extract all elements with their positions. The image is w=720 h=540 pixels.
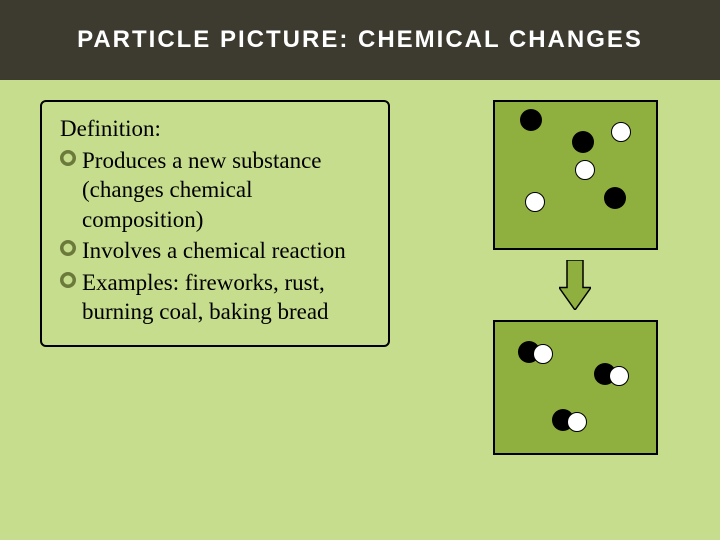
particle-box-after xyxy=(493,320,658,455)
white-particle xyxy=(611,122,631,142)
down-arrow-icon xyxy=(559,260,591,310)
white-particle xyxy=(609,366,629,386)
bullet-item: Examples: fireworks, rust, burning coal,… xyxy=(60,268,370,327)
bullet-ring-icon xyxy=(60,240,76,256)
particle-box-before xyxy=(493,100,658,250)
white-particle xyxy=(533,344,553,364)
bullet-ring-icon xyxy=(60,150,76,166)
black-particle xyxy=(520,109,542,131)
bullet-list: Produces a new substance (changes chemic… xyxy=(60,146,370,327)
bullet-item: Involves a chemical reaction xyxy=(60,236,370,265)
slide: PARTICLE PICTURE: CHEMICAL CHANGES Defin… xyxy=(0,0,720,540)
white-particle xyxy=(575,160,595,180)
bullet-text: Produces a new substance (changes chemic… xyxy=(82,146,370,234)
bullet-ring-icon xyxy=(60,272,76,288)
black-particle xyxy=(572,131,594,153)
slide-title: PARTICLE PICTURE: CHEMICAL CHANGES xyxy=(0,0,720,80)
particle-diagram xyxy=(390,100,690,520)
bullet-text: Involves a chemical reaction xyxy=(82,236,346,265)
bullet-text: Examples: fireworks, rust, burning coal,… xyxy=(82,268,370,327)
white-particle xyxy=(567,412,587,432)
bullet-item: Produces a new substance (changes chemic… xyxy=(60,146,370,234)
white-particle xyxy=(525,192,545,212)
definition-box: Definition: Produces a new substance (ch… xyxy=(40,100,390,347)
content-area: Definition: Produces a new substance (ch… xyxy=(0,80,720,540)
black-particle xyxy=(604,187,626,209)
definition-label: Definition: xyxy=(60,116,370,142)
